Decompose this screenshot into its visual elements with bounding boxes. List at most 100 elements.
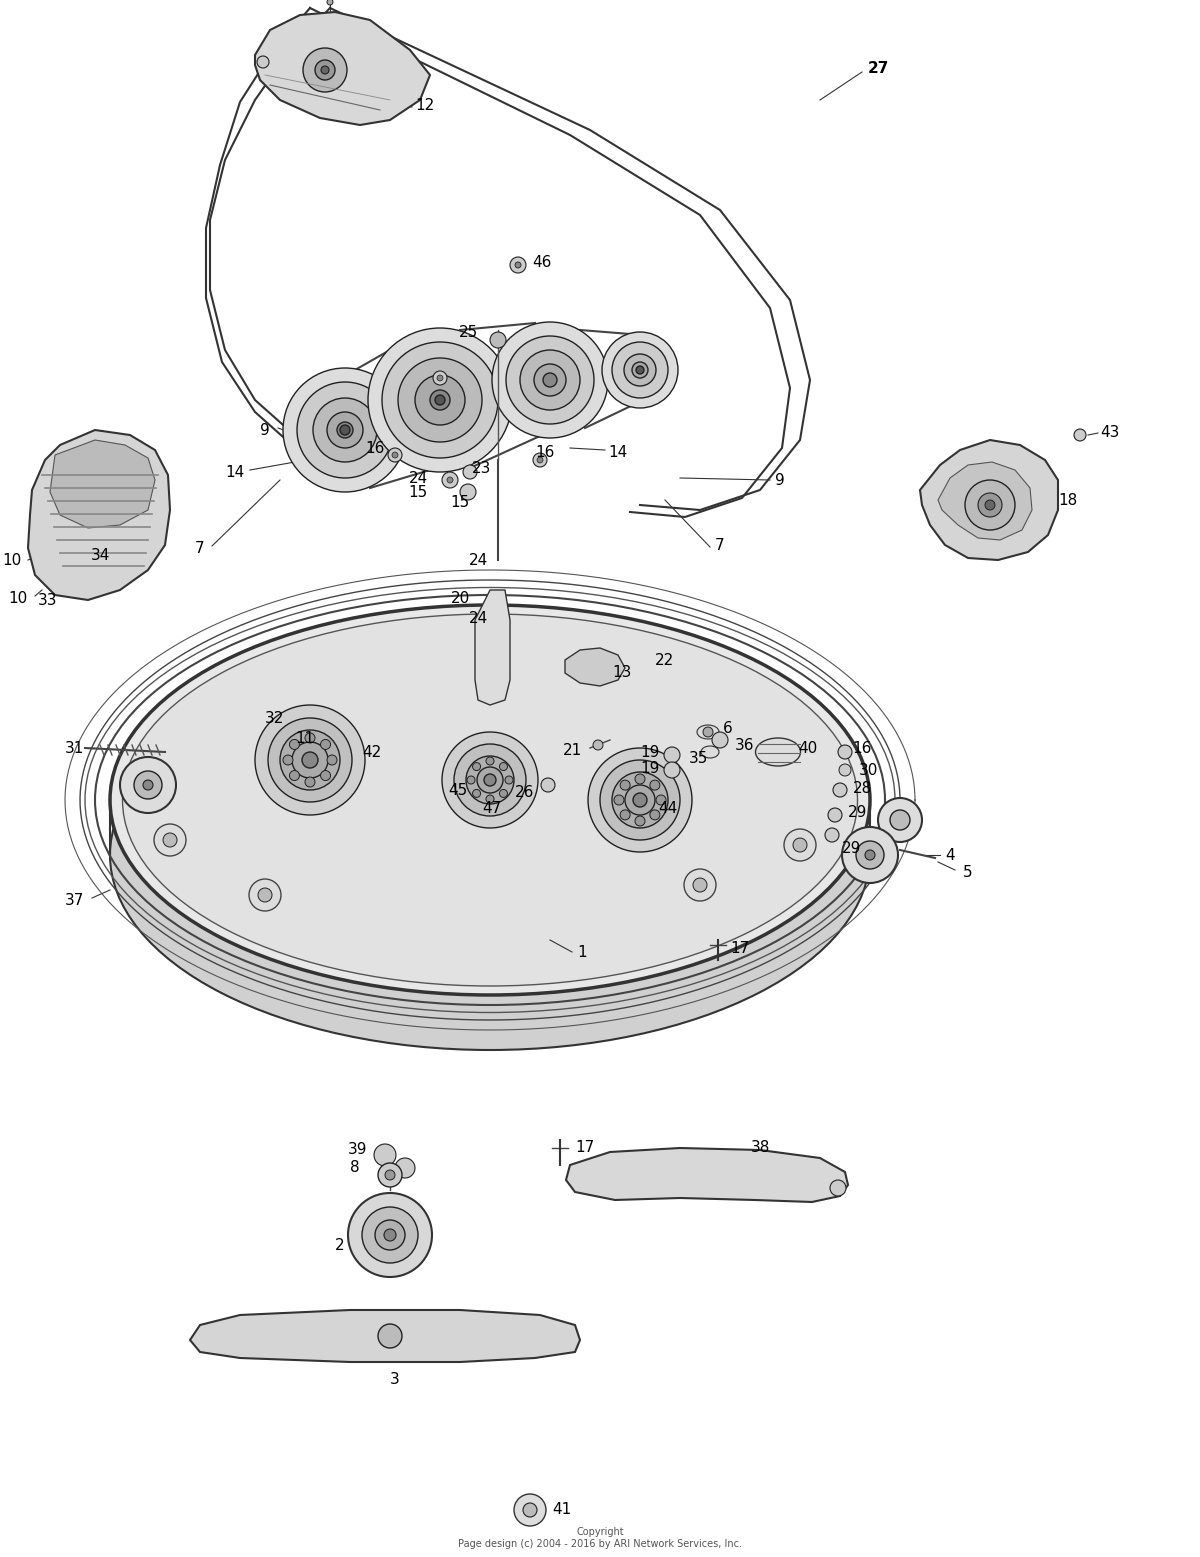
- Circle shape: [712, 732, 728, 747]
- Circle shape: [467, 775, 475, 785]
- Circle shape: [442, 732, 538, 828]
- Circle shape: [415, 375, 466, 425]
- Circle shape: [283, 367, 407, 492]
- Circle shape: [492, 322, 608, 438]
- Text: 36: 36: [736, 738, 755, 752]
- Text: 19: 19: [641, 760, 660, 775]
- Circle shape: [298, 381, 394, 478]
- Circle shape: [302, 48, 347, 92]
- Text: 11: 11: [295, 730, 314, 746]
- Circle shape: [664, 761, 680, 778]
- Circle shape: [620, 780, 630, 789]
- Text: 26: 26: [515, 785, 535, 799]
- Circle shape: [650, 810, 660, 821]
- Circle shape: [143, 780, 154, 789]
- Circle shape: [466, 757, 514, 803]
- Circle shape: [473, 789, 480, 797]
- Circle shape: [600, 760, 680, 839]
- Ellipse shape: [701, 746, 719, 758]
- Circle shape: [514, 1495, 546, 1526]
- Text: 33: 33: [38, 593, 58, 607]
- Circle shape: [634, 793, 647, 807]
- Circle shape: [446, 476, 454, 483]
- Circle shape: [856, 841, 884, 869]
- Circle shape: [430, 389, 450, 409]
- Circle shape: [473, 763, 480, 771]
- Polygon shape: [920, 441, 1058, 561]
- Circle shape: [478, 768, 503, 793]
- Polygon shape: [50, 441, 155, 528]
- Circle shape: [602, 332, 678, 408]
- Ellipse shape: [756, 738, 800, 766]
- Circle shape: [305, 777, 314, 786]
- Text: 16: 16: [365, 441, 385, 456]
- Circle shape: [257, 56, 269, 69]
- Circle shape: [635, 816, 646, 827]
- Circle shape: [865, 850, 875, 859]
- Polygon shape: [256, 12, 430, 125]
- Circle shape: [463, 466, 478, 480]
- Polygon shape: [566, 1148, 848, 1202]
- Text: 9: 9: [260, 422, 270, 438]
- Circle shape: [965, 480, 1015, 529]
- Circle shape: [484, 774, 496, 786]
- Circle shape: [878, 799, 922, 842]
- Circle shape: [593, 740, 604, 750]
- Circle shape: [305, 733, 314, 743]
- Circle shape: [437, 375, 443, 381]
- Circle shape: [650, 780, 660, 789]
- Polygon shape: [938, 462, 1032, 540]
- Text: 43: 43: [1100, 425, 1120, 439]
- Circle shape: [533, 453, 547, 467]
- Circle shape: [612, 772, 668, 828]
- Text: 3: 3: [390, 1373, 400, 1387]
- Text: 46: 46: [533, 254, 552, 269]
- Text: 28: 28: [852, 780, 871, 796]
- Text: 2: 2: [335, 1238, 344, 1252]
- Circle shape: [684, 869, 716, 902]
- Circle shape: [664, 747, 680, 763]
- Circle shape: [624, 353, 656, 386]
- Circle shape: [258, 887, 272, 902]
- Circle shape: [292, 743, 328, 778]
- Circle shape: [499, 789, 508, 797]
- Circle shape: [384, 1228, 396, 1241]
- Circle shape: [322, 65, 329, 75]
- Text: 16: 16: [852, 741, 871, 755]
- Circle shape: [842, 827, 898, 883]
- Circle shape: [830, 1180, 846, 1196]
- Circle shape: [442, 472, 458, 487]
- Circle shape: [694, 878, 707, 892]
- Circle shape: [505, 775, 514, 785]
- Circle shape: [163, 833, 178, 847]
- Text: 41: 41: [552, 1503, 571, 1518]
- Text: 29: 29: [842, 841, 862, 855]
- Text: 32: 32: [265, 710, 284, 726]
- Circle shape: [348, 1193, 432, 1277]
- Polygon shape: [190, 1309, 580, 1362]
- Circle shape: [632, 361, 648, 378]
- Circle shape: [460, 484, 476, 500]
- Text: 15: 15: [408, 484, 427, 500]
- Circle shape: [433, 371, 446, 385]
- Circle shape: [635, 774, 646, 785]
- Circle shape: [395, 1158, 415, 1179]
- Circle shape: [588, 747, 692, 852]
- Circle shape: [454, 744, 526, 816]
- Circle shape: [890, 810, 910, 830]
- Text: 12: 12: [415, 98, 434, 112]
- Text: 31: 31: [65, 741, 85, 755]
- Circle shape: [378, 1323, 402, 1348]
- Circle shape: [506, 336, 594, 424]
- Circle shape: [520, 350, 580, 409]
- Text: 24: 24: [468, 553, 487, 567]
- Text: 5: 5: [964, 864, 973, 880]
- Text: 9: 9: [775, 472, 785, 487]
- Text: 23: 23: [473, 461, 492, 475]
- Circle shape: [620, 810, 630, 821]
- Polygon shape: [28, 430, 170, 599]
- Circle shape: [541, 778, 554, 793]
- Circle shape: [510, 257, 526, 272]
- Text: 42: 42: [362, 744, 382, 760]
- Circle shape: [368, 329, 512, 472]
